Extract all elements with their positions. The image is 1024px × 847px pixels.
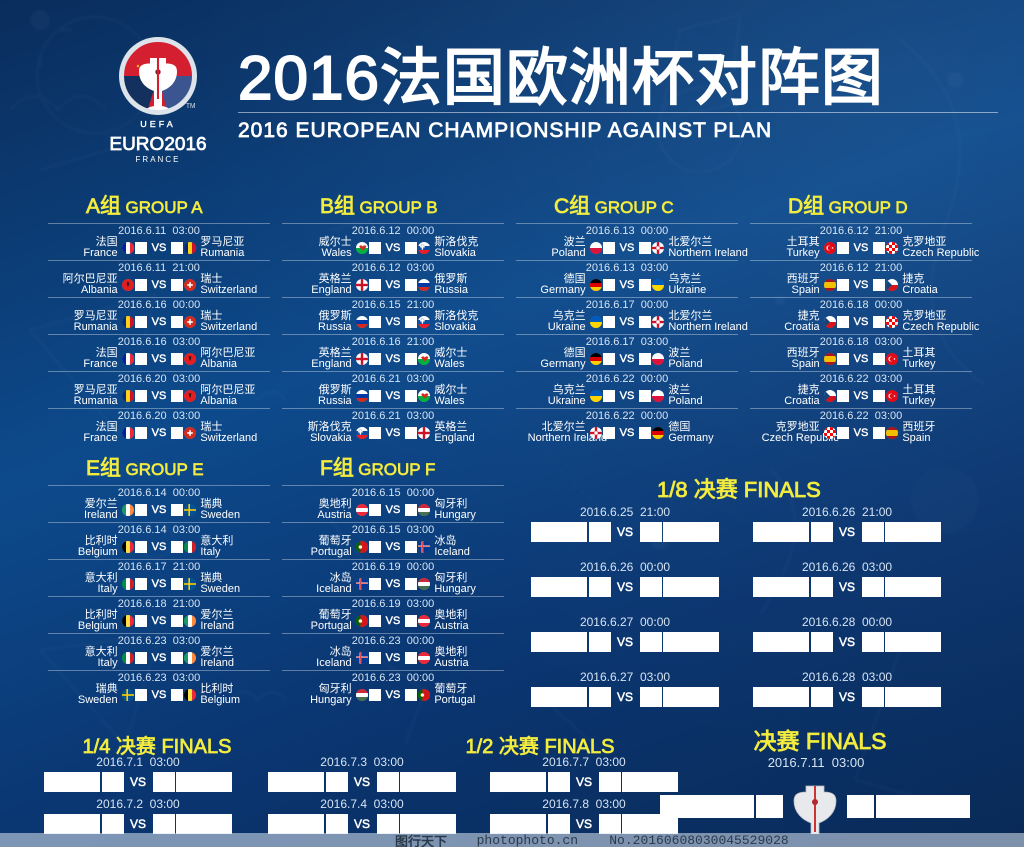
svg-text:TM: TM: [186, 103, 196, 110]
